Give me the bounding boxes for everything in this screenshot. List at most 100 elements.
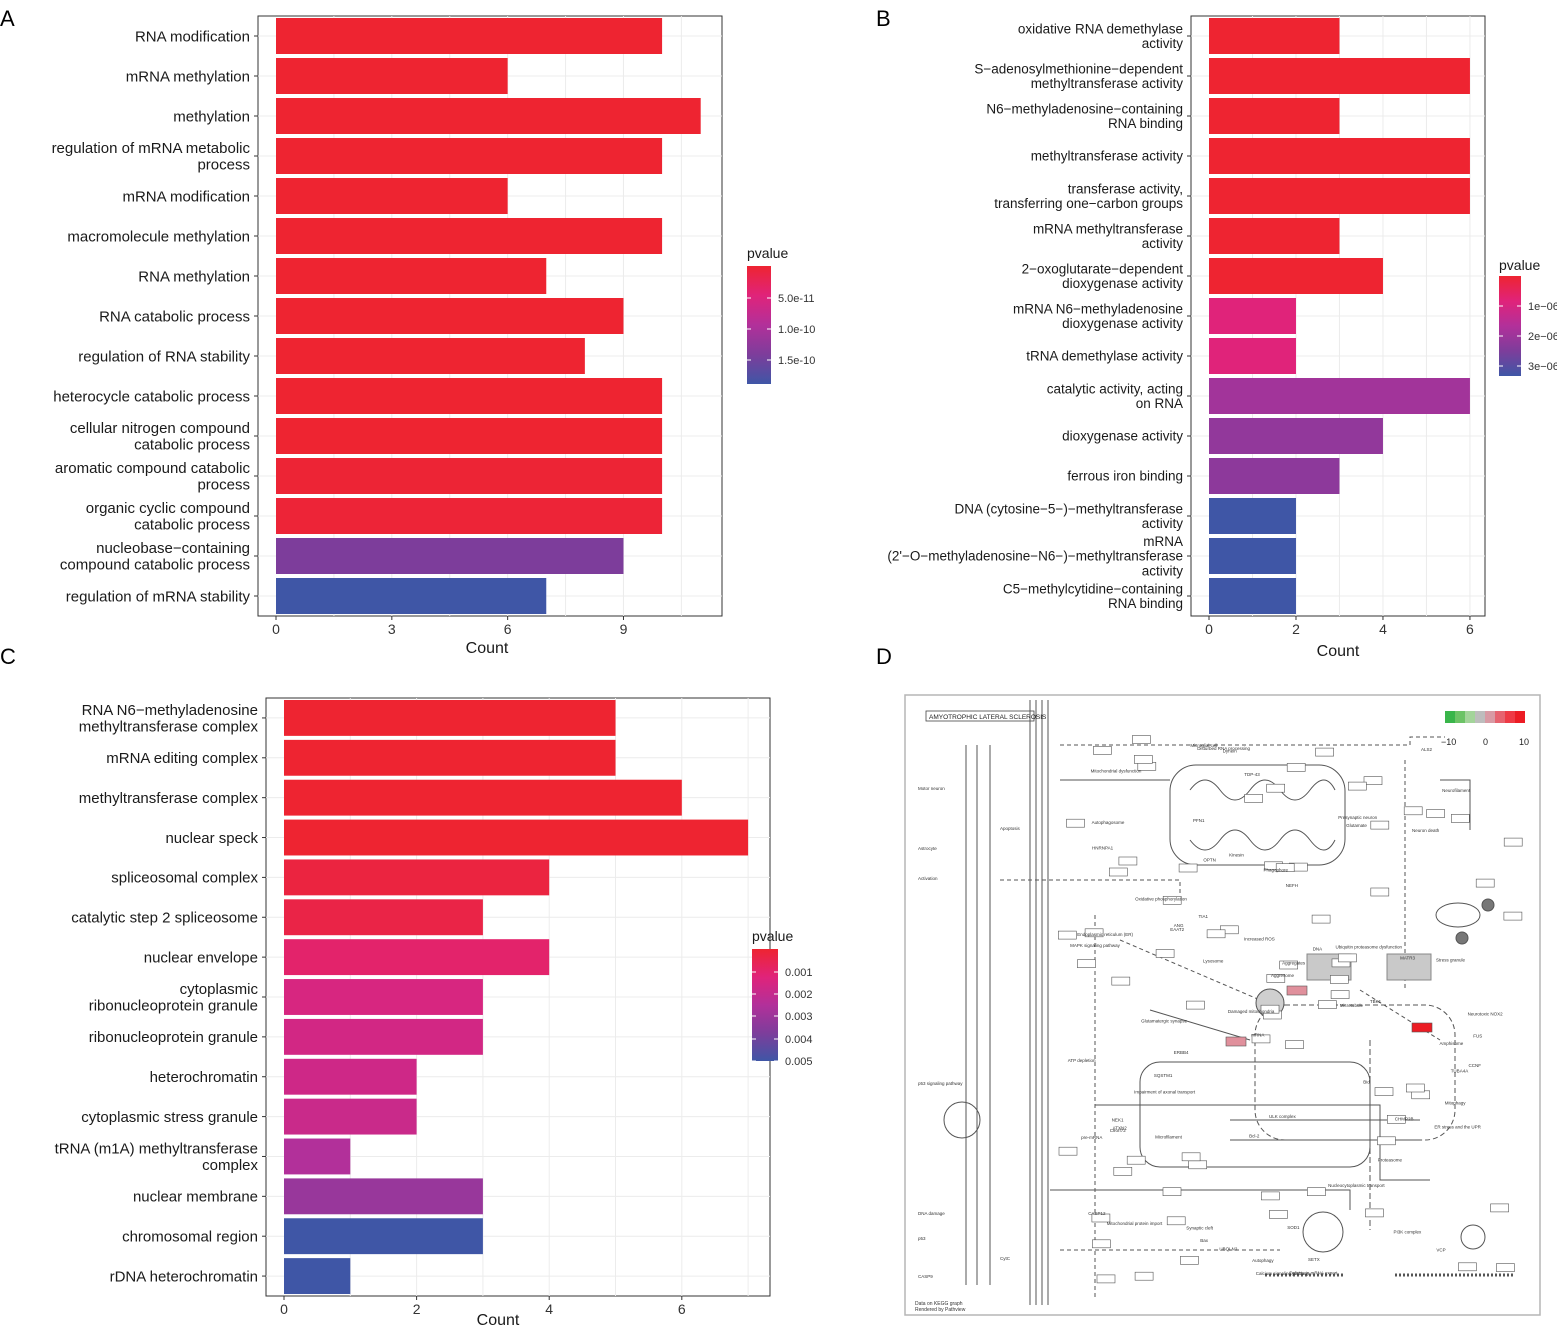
bar xyxy=(284,1018,483,1055)
kegg-label: SOD1 xyxy=(1287,1225,1300,1230)
category-label: transferase activity, xyxy=(1068,181,1183,196)
x-tick-label: 6 xyxy=(678,1301,686,1317)
bar xyxy=(1209,98,1340,134)
legend-tick-label: 0.002 xyxy=(785,989,813,1001)
panel-letter-b: B xyxy=(876,6,891,31)
category-label: mRNA N6−methyladenosine xyxy=(1013,301,1183,316)
bar xyxy=(1209,58,1470,94)
x-tick-label: 9 xyxy=(620,621,628,637)
gene-box xyxy=(1186,1000,1205,1010)
gene-box xyxy=(1315,747,1334,757)
legend-tick-label: 2e−06 xyxy=(1528,331,1557,343)
bar xyxy=(284,779,682,816)
kegg-label: MAPK signaling pathway xyxy=(1070,943,1121,948)
kegg-title: AMYOTROPHIC LATERAL SCLEROSIS xyxy=(929,714,1047,721)
category-label: S−adenosylmethionine−dependent xyxy=(974,61,1183,76)
kegg-label: Nucleocytoplasmic transport xyxy=(1328,1183,1385,1188)
x-tick-label: 0 xyxy=(1205,621,1213,637)
kegg-label: ER stress and the UPR xyxy=(1434,1124,1481,1129)
legend-tick-label: 1e−06 xyxy=(1528,301,1557,313)
gene-box xyxy=(1162,895,1182,905)
category-label: catabolic process xyxy=(134,437,250,454)
category-label: activity xyxy=(1142,236,1184,251)
gene-box xyxy=(1348,781,1367,791)
kegg-label: TDP-43 xyxy=(1244,772,1260,777)
category-label: process xyxy=(197,477,250,494)
gene-box xyxy=(1260,1004,1280,1014)
gene-box xyxy=(1285,1040,1304,1049)
gene-box xyxy=(1134,1271,1154,1281)
bar xyxy=(284,1058,417,1095)
category-label: catalytic step 2 spliceosome xyxy=(71,910,258,927)
bar xyxy=(1209,378,1470,414)
kegg-label: Defects in mRNA export xyxy=(1289,1271,1338,1276)
kegg-label: Astrocyte xyxy=(918,846,937,851)
kegg-label: Calcium signaling pathway xyxy=(1256,1271,1310,1276)
category-label: ferrous iron binding xyxy=(1067,469,1183,484)
kegg-label: Presynaptic neuron xyxy=(1338,815,1377,820)
category-label: (2'−O−methyladenosine−N6−)−methyltransfe… xyxy=(887,549,1183,564)
bar xyxy=(284,1138,351,1175)
category-label: dioxygenase activity xyxy=(1062,276,1183,291)
kegg-label: CASP9 xyxy=(918,1274,933,1279)
legend-tick-label: 0.005 xyxy=(785,1056,813,1068)
bar xyxy=(284,1258,351,1295)
kegg-label: Endoplasmic reticulum (ER) xyxy=(1077,932,1133,937)
kegg-label: C9orf72 xyxy=(1110,1128,1127,1133)
legend-tick-label: 0.004 xyxy=(785,1034,813,1046)
gene-box xyxy=(1451,814,1470,823)
legend-tick-label: 3e−06 xyxy=(1528,361,1557,373)
category-label: regulation of RNA stability xyxy=(78,348,250,365)
kegg-label: Increased ROS xyxy=(1244,937,1275,942)
kegg-gene-boxes xyxy=(1058,735,1523,1284)
bar xyxy=(276,538,624,574)
category-label: organic cyclic compound xyxy=(86,500,250,517)
bar xyxy=(284,699,616,736)
gene-box xyxy=(1118,856,1138,866)
category-label: rDNA heterochromatin xyxy=(110,1268,258,1285)
gene-box xyxy=(1092,1239,1111,1249)
bar xyxy=(276,498,663,534)
kegg-label: OPTN xyxy=(1203,857,1216,862)
bar xyxy=(1209,258,1383,294)
category-label: macromolecule methylation xyxy=(67,228,250,245)
kegg-label: Microtubule xyxy=(1340,1003,1364,1008)
kegg-label: Glutamatergic synapse xyxy=(1141,1019,1188,1024)
bar xyxy=(284,939,550,976)
bar xyxy=(284,1178,483,1215)
kegg-label: Amphisome xyxy=(1440,1041,1464,1046)
x-axis-label: Count xyxy=(477,1312,520,1326)
category-label: methyltransferase activity xyxy=(1031,76,1184,91)
bar xyxy=(276,258,547,294)
kegg-label: SQSTM1 xyxy=(1154,1073,1173,1078)
kegg-label: NEK1 xyxy=(1112,1117,1124,1122)
category-label: complex xyxy=(202,1157,258,1174)
gene-box xyxy=(1162,1187,1182,1196)
bar xyxy=(1209,138,1470,174)
category-label: N6−methyladenosine−containing xyxy=(986,101,1183,116)
category-label: ribonucleoprotein granule xyxy=(89,998,258,1015)
panel-letter-a: A xyxy=(0,6,15,31)
category-label: catalytic activity, acting xyxy=(1047,381,1183,396)
kegg-label: Bid xyxy=(1363,1079,1370,1084)
kegg-label: ULK complex xyxy=(1269,1114,1297,1119)
bar xyxy=(1209,218,1340,254)
kegg-label: Mitochondrial dysfunction xyxy=(1091,768,1142,773)
bar xyxy=(276,378,663,414)
gene-box xyxy=(1261,1191,1280,1201)
kegg-label: CASP12 xyxy=(1088,1211,1106,1216)
bar xyxy=(284,1218,483,1255)
gene-box xyxy=(1370,887,1390,897)
category-label: oxidative RNA demethylase xyxy=(1018,21,1183,36)
gene-box xyxy=(1377,1136,1396,1146)
kegg-label: Mitophagy xyxy=(1445,1101,1467,1106)
kegg-label: Autophagosome xyxy=(1092,820,1125,825)
gene-box xyxy=(1244,794,1263,803)
category-label: activity xyxy=(1142,36,1184,51)
kegg-label: Neurotoxic NOX2 xyxy=(1468,1011,1504,1016)
category-label: nuclear speck xyxy=(165,830,258,847)
gene-box xyxy=(1132,735,1151,744)
category-label: dioxygenase activity xyxy=(1062,429,1183,444)
x-tick-label: 2 xyxy=(413,1301,421,1317)
